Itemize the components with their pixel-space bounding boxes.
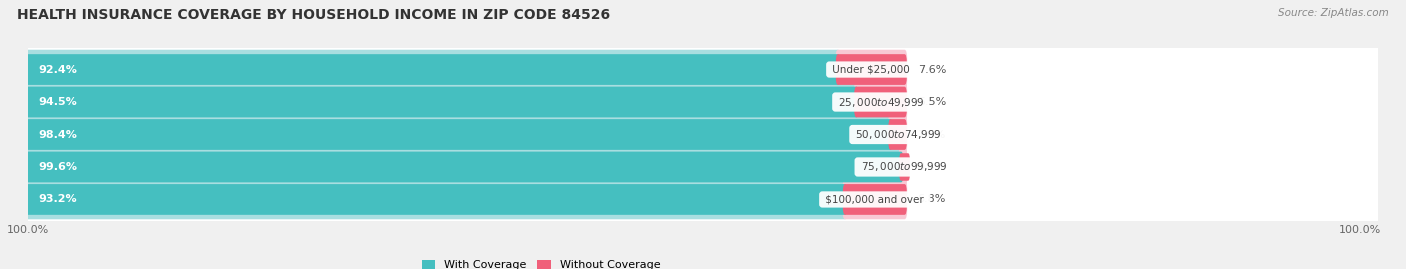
Text: 98.4%: 98.4% (38, 129, 77, 140)
FancyBboxPatch shape (25, 184, 848, 215)
Text: 5.5%: 5.5% (918, 97, 946, 107)
FancyBboxPatch shape (25, 119, 893, 150)
Text: $25,000 to $49,999: $25,000 to $49,999 (835, 95, 925, 108)
FancyBboxPatch shape (842, 184, 907, 215)
FancyBboxPatch shape (24, 170, 1382, 229)
FancyBboxPatch shape (25, 152, 903, 182)
FancyBboxPatch shape (24, 137, 1382, 197)
Text: 99.6%: 99.6% (38, 162, 77, 172)
FancyBboxPatch shape (25, 54, 841, 85)
FancyBboxPatch shape (898, 147, 907, 187)
FancyBboxPatch shape (835, 54, 907, 85)
FancyBboxPatch shape (25, 115, 893, 154)
FancyBboxPatch shape (25, 50, 841, 89)
Legend: With Coverage, Without Coverage: With Coverage, Without Coverage (422, 260, 661, 269)
Text: 1.6%: 1.6% (918, 129, 946, 140)
Text: 6.8%: 6.8% (918, 194, 946, 204)
FancyBboxPatch shape (24, 40, 1382, 99)
FancyBboxPatch shape (25, 87, 859, 117)
FancyBboxPatch shape (842, 180, 907, 219)
Text: 0.4%: 0.4% (918, 162, 946, 172)
Text: 92.4%: 92.4% (38, 65, 77, 75)
FancyBboxPatch shape (835, 50, 907, 89)
Text: 94.5%: 94.5% (38, 97, 77, 107)
Text: Under $25,000: Under $25,000 (830, 65, 914, 75)
FancyBboxPatch shape (889, 115, 907, 154)
FancyBboxPatch shape (25, 82, 859, 122)
Text: 93.2%: 93.2% (38, 194, 77, 204)
Text: $75,000 to $99,999: $75,000 to $99,999 (858, 161, 948, 174)
Text: Source: ZipAtlas.com: Source: ZipAtlas.com (1278, 8, 1389, 18)
Text: HEALTH INSURANCE COVERAGE BY HOUSEHOLD INCOME IN ZIP CODE 84526: HEALTH INSURANCE COVERAGE BY HOUSEHOLD I… (17, 8, 610, 22)
FancyBboxPatch shape (24, 72, 1382, 132)
FancyBboxPatch shape (24, 105, 1382, 164)
Text: $50,000 to $74,999: $50,000 to $74,999 (852, 128, 943, 141)
FancyBboxPatch shape (25, 180, 848, 219)
FancyBboxPatch shape (900, 153, 910, 181)
FancyBboxPatch shape (889, 119, 907, 150)
FancyBboxPatch shape (25, 147, 904, 187)
FancyBboxPatch shape (855, 87, 907, 117)
Text: 7.6%: 7.6% (918, 65, 946, 75)
Text: $100,000 and over: $100,000 and over (823, 194, 928, 204)
FancyBboxPatch shape (853, 82, 907, 122)
